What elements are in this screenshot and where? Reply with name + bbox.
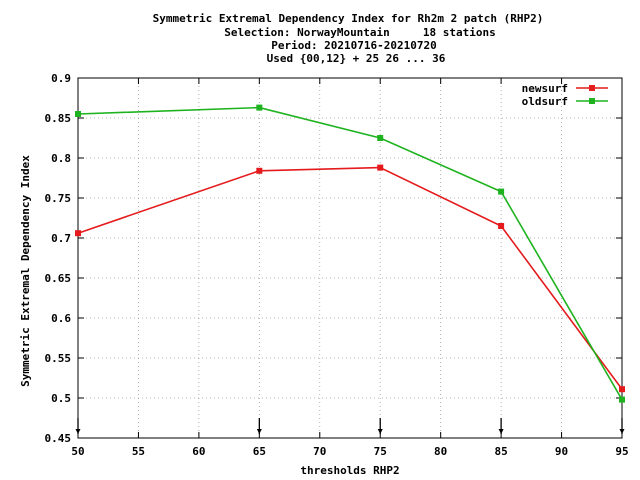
data-point-oldsurf	[619, 396, 625, 403]
legend-label-newsurf: newsurf	[522, 82, 568, 95]
legend-marker-newsurf	[589, 85, 595, 91]
series-line-newsurf	[77, 166, 623, 390]
y-tick-label: 0.45	[45, 432, 72, 445]
legend-label-oldsurf: oldsurf	[522, 95, 568, 108]
title-line-3: Period: 20210716-20210720	[271, 39, 437, 52]
x-tick-label: 75	[374, 445, 387, 458]
y-tick-labels: 0.45 0.5 0.55 0.6 0.65 0.7 0.75 0.8 0.85 0.9	[45, 72, 72, 445]
y-tick-label: 0.7	[51, 232, 71, 245]
x-tick-label: 55	[132, 445, 145, 458]
x-axis-label: thresholds RHP2	[300, 464, 399, 477]
plot-border	[77, 77, 623, 439]
series-lines	[75, 104, 625, 403]
plot-frame	[77, 77, 623, 439]
y-tick-label: 0.75	[45, 192, 72, 205]
y-tick-label: 0.85	[45, 112, 72, 125]
data-point-newsurf	[75, 230, 81, 237]
threshold-marker-head	[377, 429, 383, 434]
x-tick-label: 60	[192, 445, 205, 458]
data-point-oldsurf	[75, 111, 81, 117]
x-tick-label: 95	[615, 445, 628, 458]
x-tick-label: 80	[434, 445, 447, 458]
series-line-oldsurf	[77, 106, 623, 401]
title-line-1: Symmetric Extremal Dependency Index for …	[153, 12, 544, 25]
y-tick-label: 0.9	[51, 72, 71, 85]
grid	[78, 78, 622, 438]
data-point-newsurf	[256, 167, 263, 174]
data-point-oldsurf	[256, 104, 263, 111]
chart-title: Symmetric Extremal Dependency Index for …	[153, 12, 544, 65]
x-tick-label: 65	[253, 445, 266, 458]
threshold-marker-head	[619, 429, 625, 434]
x-tick-label: 50	[71, 445, 84, 458]
data-point-newsurf	[377, 164, 384, 171]
x-tick-label: 70	[313, 445, 326, 458]
data-point-newsurf	[619, 386, 625, 393]
legend-marker-oldsurf	[589, 98, 595, 104]
y-axis-label: Symmetric Extremal Dependency Index	[19, 155, 32, 387]
y-tick-label: 0.65	[45, 272, 72, 285]
y-tick-label: 0.8	[51, 152, 71, 165]
x-tick-label: 90	[555, 445, 568, 458]
data-point-oldsurf	[377, 135, 384, 141]
threshold-marker-head	[75, 429, 81, 434]
x-tick-labels: 50 55 60 65 70 75 80 85 90 95	[71, 445, 628, 458]
data-point-oldsurf	[498, 188, 505, 195]
y-tick-label: 0.55	[45, 352, 72, 365]
threshold-markers	[75, 418, 625, 434]
data-point-newsurf	[498, 223, 505, 229]
title-line-4: Used {00,12} + 25 26 ... 36	[267, 52, 446, 65]
threshold-marker-head	[498, 429, 504, 434]
x-tick-label: 85	[494, 445, 507, 458]
y-tick-label: 0.6	[51, 312, 71, 325]
title-line-2: Selection: NorwayMountain 18 stations	[224, 26, 496, 39]
y-tick-label: 0.5	[51, 392, 71, 405]
threshold-marker-head	[256, 429, 262, 434]
